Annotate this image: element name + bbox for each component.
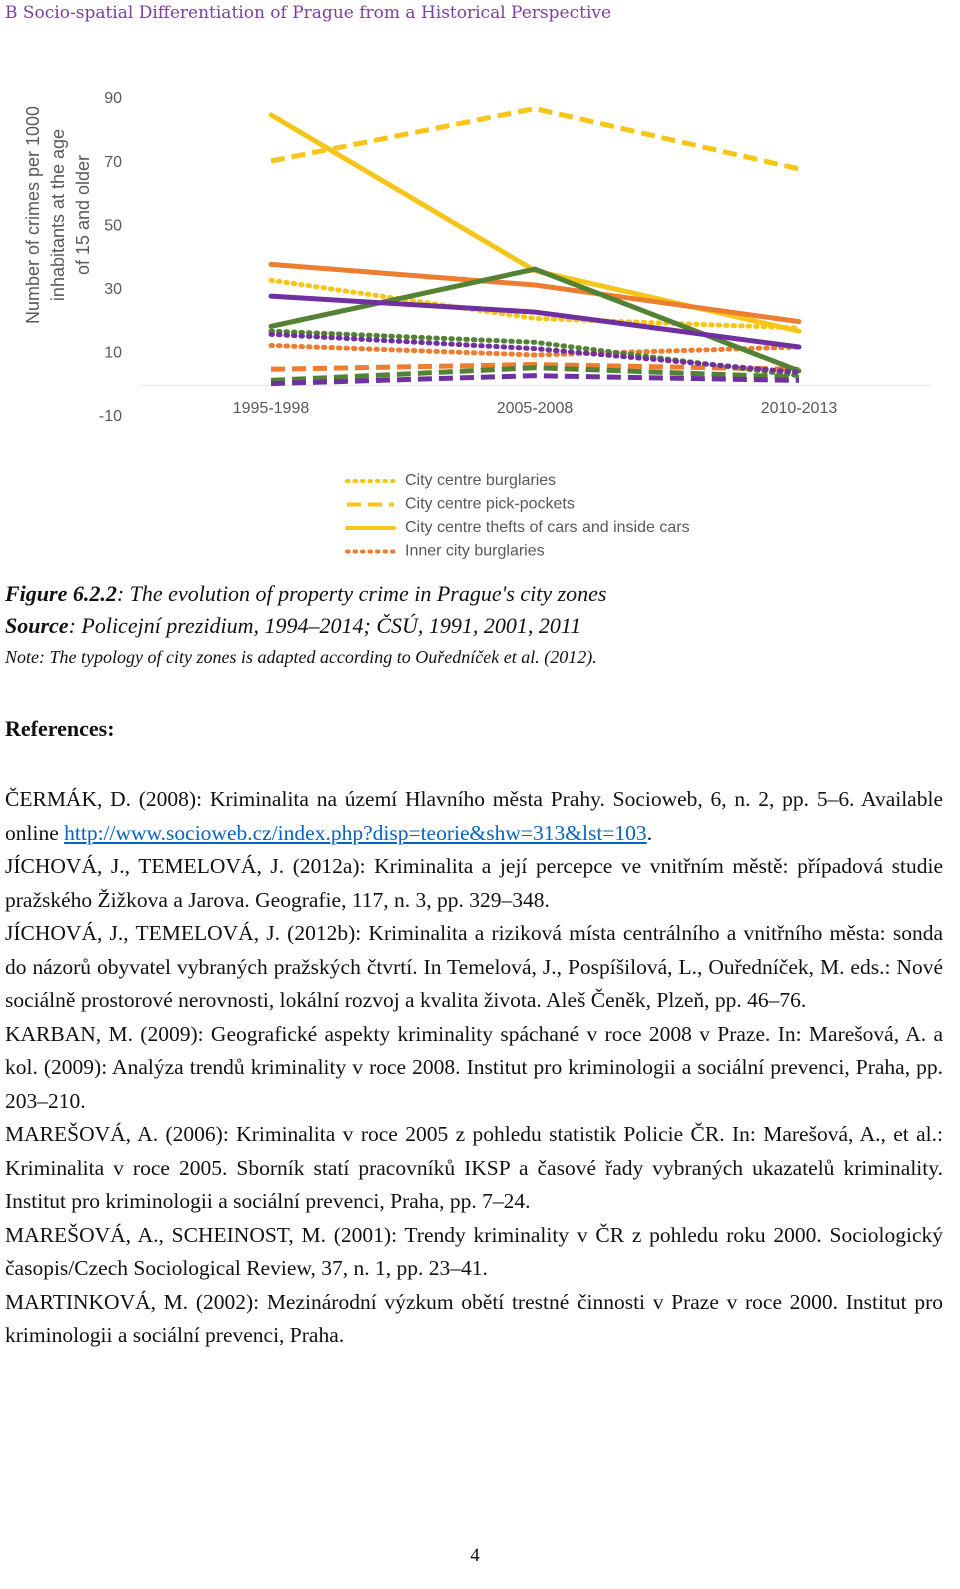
reference-text: MARTINKOVÁ, M. (2002): Mezinárodní výzku… (5, 1289, 943, 1348)
reference: MARTINKOVÁ, M. (2002): Mezinárodní výzku… (5, 1286, 943, 1353)
legend-label: City centre burglaries (405, 472, 556, 489)
references-heading: References: (5, 716, 115, 741)
reference-text: MAREŠOVÁ, A. (2006): Kriminalita v roce … (5, 1122, 943, 1213)
figure-text: : The evolution of property crime in Pra… (116, 581, 607, 606)
figure-label: Figure 6.2.2 (5, 581, 117, 606)
reference-link[interactable]: http://www.socioweb.cz/index.php?disp=te… (64, 820, 647, 845)
reference-text: MAREŠOVÁ, A., SCHEINOST, M. (2001): Tren… (5, 1222, 943, 1281)
legend-label: Inner city burglaries (405, 543, 545, 560)
references-list: ČERMÁK, D. (2008): Kriminalita na území … (5, 783, 943, 1353)
caption-line: Source: Policejní prezidium, 1994–2014; … (5, 610, 945, 642)
y-tick-label: 50 (104, 217, 122, 234)
reference: KARBAN, M. (2009): Geografické aspekty k… (5, 1018, 943, 1119)
x-tick-label: 1995-1998 (233, 400, 310, 417)
reference-text: . (646, 820, 653, 845)
reference: JÍCHOVÁ, J., TEMELOVÁ, J. (2012b): Krimi… (5, 917, 943, 1018)
series-line (270, 362, 800, 372)
reference: MAREŠOVÁ, A. (2006): Kriminalita v roce … (5, 1118, 943, 1219)
series-line (268, 331, 802, 375)
series-line (270, 373, 800, 387)
chart: Number of crimes per 1000 inhabitants at … (23, 90, 931, 560)
x-tick-label: 2010-2013 (761, 400, 838, 417)
y-tick-label: 10 (104, 345, 122, 362)
source-label: Source (5, 613, 69, 638)
series-line (268, 277, 802, 331)
figure-caption: Figure 6.2.2: The evolution of property … (5, 578, 945, 672)
source-text: : Policejní prezidium, 1994–2014; ČSÚ, 1… (68, 613, 582, 638)
y-axis-label: Number of crimes per 1000 inhabitants at … (23, 106, 93, 324)
reference: ČERMÁK, D. (2008): Kriminalita na území … (5, 783, 943, 850)
reference-text: KARBAN, M. (2009): Geografické aspekty k… (5, 1021, 943, 1113)
reference: MAREŠOVÁ, A., SCHEINOST, M. (2001): Tren… (5, 1219, 943, 1286)
x-tick-label: 2005-2008 (497, 400, 574, 417)
reference-text: ČERMÁK, D. (2008): Kriminalita na území … (5, 787, 943, 845)
y-axis-label-line: of 15 and older (73, 155, 93, 275)
reference-text: JÍCHOVÁ, J., TEMELOVÁ, J. (2012a): Krimi… (5, 854, 943, 912)
series-line (268, 293, 802, 350)
y-tick-label: -10 (99, 408, 122, 425)
y-axis-label-line: inhabitants at the age (48, 129, 68, 301)
y-tick-label: 70 (104, 154, 122, 171)
y-tick-label: 30 (104, 281, 122, 298)
caption-note: Note: The typology of city zones is adap… (5, 647, 597, 667)
legend-label: City centre thefts of cars and inside ca… (405, 519, 690, 536)
running-header: B Socio-spatial Differentiation of Pragu… (5, 3, 612, 23)
legend-label: City centre pick-pockets (405, 496, 575, 513)
series-line (270, 365, 800, 383)
reference-text: JÍCHOVÁ, J., TEMELOVÁ, J. (2012b): Krimi… (5, 921, 943, 1012)
caption-line: Figure 6.2.2: The evolution of property … (5, 578, 945, 610)
reference: JÍCHOVÁ, J., TEMELOVÁ, J. (2012a): Krimi… (5, 850, 943, 917)
series-line (268, 261, 802, 325)
page-number: 4 (470, 1545, 480, 1566)
series-line (270, 105, 800, 172)
series-line (268, 342, 802, 358)
y-axis-label-line: Number of crimes per 1000 (23, 106, 43, 324)
y-tick-label: 90 (104, 90, 122, 107)
